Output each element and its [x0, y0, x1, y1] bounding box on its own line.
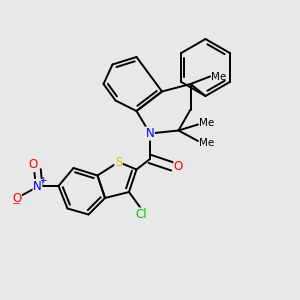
Text: Cl: Cl: [135, 208, 147, 221]
Text: O: O: [28, 158, 38, 172]
Text: Me: Me: [212, 71, 227, 82]
Text: Me: Me: [200, 137, 215, 148]
Text: S: S: [115, 155, 122, 169]
Text: O: O: [174, 160, 183, 173]
Text: −: −: [12, 199, 21, 209]
Text: N: N: [146, 127, 154, 140]
Text: O: O: [12, 191, 21, 205]
Text: Me: Me: [200, 118, 215, 128]
Text: N: N: [33, 179, 42, 193]
Text: +: +: [40, 176, 47, 185]
